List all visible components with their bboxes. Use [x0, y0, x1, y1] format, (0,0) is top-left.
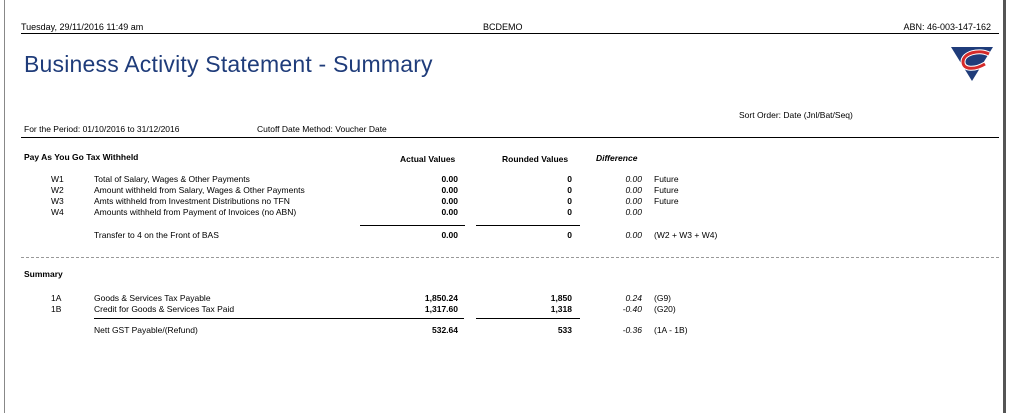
subtotal-rule	[94, 318, 464, 319]
total-description: Nett GST Payable/(Refund)	[94, 325, 198, 335]
row-note: Future	[654, 196, 679, 206]
report-period: For the Period: 01/10/2016 to 31/12/2016	[24, 124, 180, 134]
row-rounded: 0	[567, 207, 572, 217]
row-actual: 0.00	[441, 174, 458, 184]
row-actual: 0.00	[441, 207, 458, 217]
col-difference: Difference	[596, 153, 638, 163]
subtotal-rule	[476, 225, 580, 226]
row-code: W2	[51, 185, 64, 195]
total-rounded: 0	[567, 230, 572, 240]
total-note: (1A - 1B)	[654, 325, 688, 335]
sort-order: Sort Order: Date (Jnl/Bat/Seq)	[739, 110, 853, 120]
summary-heading: Summary	[24, 269, 63, 279]
row-rounded: 1,850	[550, 293, 572, 303]
total-difference: -0.36	[622, 325, 642, 335]
row-note: Future	[654, 174, 679, 184]
company-logo-icon	[951, 47, 993, 81]
abn-number: ABN: 46-003-147-162	[903, 22, 991, 32]
row-difference: -0.40	[622, 304, 642, 314]
col-actual-values: Actual Values	[400, 154, 456, 164]
total-rounded: 533	[557, 325, 572, 335]
subtotal-rule	[476, 318, 580, 319]
cutoff-method: Cutoff Date Method: Voucher Date	[257, 124, 387, 134]
row-difference: 0.00	[625, 174, 642, 184]
row-actual: 0.00	[441, 185, 458, 195]
total-note: (W2 + W3 + W4)	[654, 230, 718, 240]
section-divider	[21, 137, 999, 138]
row-rounded: 1,318	[550, 304, 572, 314]
row-actual: 1,317.60	[424, 304, 458, 314]
row-difference: 0.00	[625, 185, 642, 195]
row-rounded: 0	[567, 196, 572, 206]
header-divider	[21, 33, 999, 34]
row-note: (G20)	[654, 304, 676, 314]
row-difference: 0.00	[625, 196, 642, 206]
row-code: W1	[51, 174, 64, 184]
total-difference: 0.00	[625, 230, 642, 240]
row-rounded: 0	[567, 185, 572, 195]
total-actual: 532.64	[432, 325, 458, 335]
row-difference: 0.24	[625, 293, 642, 303]
row-difference: 0.00	[625, 207, 642, 217]
payg-heading: Pay As You Go Tax Withheld	[24, 152, 139, 162]
total-actual: 0.00	[441, 230, 458, 240]
section-dashed-divider	[21, 257, 999, 258]
row-description: Total of Salary, Wages & Other Payments	[94, 174, 250, 184]
subtotal-rule	[360, 225, 465, 226]
company-code: BCDEMO	[483, 22, 523, 32]
row-description: Credit for Goods & Services Tax Paid	[94, 304, 235, 314]
row-code: 1A	[51, 293, 62, 303]
row-note: (G9)	[654, 293, 671, 303]
row-description: Amount withheld from Salary, Wages & Oth…	[94, 185, 305, 195]
row-code: 1B	[51, 304, 62, 314]
row-actual: 1,850.24	[424, 293, 458, 303]
row-note: Future	[654, 185, 679, 195]
row-actual: 0.00	[441, 196, 458, 206]
col-rounded-values: Rounded Values	[502, 154, 569, 164]
total-description: Transfer to 4 on the Front of BAS	[94, 230, 219, 240]
report-page: Tuesday, 29/11/2016 11:49 am BCDEMO ABN:…	[4, 0, 1006, 413]
report-datetime: Tuesday, 29/11/2016 11:49 am	[21, 22, 144, 32]
row-code: W3	[51, 196, 64, 206]
row-description: Amts withheld from Investment Distributi…	[94, 196, 290, 206]
report-title: Business Activity Statement - Summary	[24, 51, 433, 77]
row-description: Goods & Services Tax Payable	[94, 293, 211, 303]
row-description: Amounts withheld from Payment of Invoice…	[94, 207, 297, 217]
row-code: W4	[51, 207, 64, 217]
row-rounded: 0	[567, 174, 572, 184]
